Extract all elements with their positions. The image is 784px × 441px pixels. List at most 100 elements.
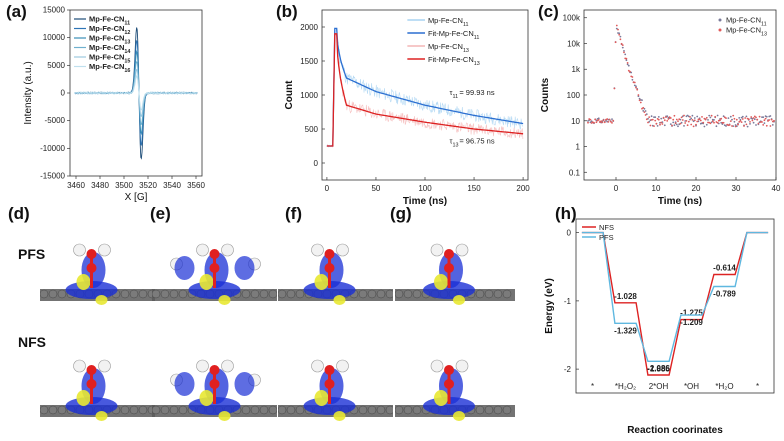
scatter-point xyxy=(734,125,737,128)
y-tick-label: 5000 xyxy=(47,61,65,70)
scatter-point xyxy=(757,122,760,125)
oxygen-atom xyxy=(444,365,454,375)
scatter-point xyxy=(636,88,639,91)
scatter-point xyxy=(707,119,709,121)
structure-d-pfs xyxy=(40,243,155,305)
scatter-point xyxy=(703,125,706,128)
carbon-atom xyxy=(286,289,296,299)
plot-frame-b xyxy=(321,9,529,181)
scatter-point xyxy=(623,51,625,54)
legend-entry: Mp-Fe-CN13 xyxy=(428,42,469,54)
carbon-atom xyxy=(403,289,413,299)
carbon-atom xyxy=(241,289,251,299)
scatter-point xyxy=(654,119,657,122)
scatter-point xyxy=(625,59,628,62)
scatter-point xyxy=(728,124,731,126)
structure-e-pfs xyxy=(152,243,277,305)
chart-h-energy-profile: 0 -1 -2 Energy (eV) Reaction coorinates -1.02… xyxy=(544,218,775,436)
carbon-atom xyxy=(40,289,49,299)
carbon-atom xyxy=(152,289,161,299)
x-category-label: *OH xyxy=(684,382,699,391)
isosurface-yellow xyxy=(453,411,465,421)
structure-f-pfs xyxy=(278,243,393,305)
panel-label-b: (b) xyxy=(276,2,298,21)
structure-g-pfs xyxy=(395,243,515,305)
hydrogen-atom xyxy=(311,359,324,373)
scatter-point xyxy=(589,118,592,121)
scatter-point xyxy=(606,118,609,120)
row-label-nfs: NFS xyxy=(18,334,46,350)
carbon-atom xyxy=(129,405,139,415)
scatter-point xyxy=(732,114,735,117)
scatter-point xyxy=(587,121,589,124)
x-tick-label: 0 xyxy=(614,184,619,193)
x-tick-label: 200 xyxy=(516,184,530,193)
scatter-point xyxy=(716,114,719,117)
y-axis-title: Intensity (a.u.) xyxy=(23,61,34,124)
decay-raw-series xyxy=(326,28,524,148)
panel-label-g: (g) xyxy=(390,204,412,223)
scatter-point xyxy=(675,123,678,126)
hydrogen-atom xyxy=(196,243,209,257)
scatter-point xyxy=(659,123,661,126)
x-tick-label: 100 xyxy=(418,184,432,193)
scatter-point xyxy=(666,120,669,122)
oxygen-atom xyxy=(86,365,97,375)
carbon-atom xyxy=(502,289,512,299)
scatter-point xyxy=(738,121,741,123)
isosurface-yellow xyxy=(95,295,108,305)
x-category-label: *H₂O xyxy=(715,382,733,391)
isosurface-yellow xyxy=(199,274,214,290)
carbon-atom xyxy=(120,405,130,415)
energy-series-pfs xyxy=(581,231,769,362)
carbon-atom xyxy=(286,405,296,415)
isosurface-yellow xyxy=(199,390,214,406)
scatter-point xyxy=(643,111,646,113)
carbon-atom xyxy=(385,405,393,415)
y-tick-label: 1500 xyxy=(300,57,318,66)
scatter-point xyxy=(657,118,660,121)
scatter-point xyxy=(703,117,706,120)
isosurface-yellow xyxy=(333,411,346,421)
scatter-point xyxy=(702,121,705,124)
scatter-point xyxy=(765,115,768,118)
scatter-point xyxy=(680,116,683,119)
scatter-point xyxy=(647,121,649,124)
scatter-point xyxy=(698,118,701,121)
x-tick-label: 3560 xyxy=(187,181,205,190)
y-tick-label: 1 xyxy=(576,143,581,152)
scatter-point xyxy=(654,116,657,119)
scatter-point xyxy=(601,121,604,124)
carbon-atom xyxy=(152,405,161,415)
legend-entry: Mp-Fe-CN13 xyxy=(89,34,130,46)
scatter-point xyxy=(733,117,736,120)
carbon-atom xyxy=(385,289,393,299)
y-axis-title: Count xyxy=(284,80,295,110)
scatter-point xyxy=(689,116,691,118)
scatter-point xyxy=(644,114,647,116)
scatter-point xyxy=(751,119,754,122)
scatter-point xyxy=(733,120,736,123)
isosurface-yellow xyxy=(453,295,465,305)
isosurface-blue xyxy=(174,372,195,396)
hydrogen-atom xyxy=(98,359,111,373)
scatter-point xyxy=(693,119,696,122)
carbon-atom xyxy=(358,405,368,415)
scatter-point xyxy=(768,119,771,121)
scatter-point xyxy=(737,123,739,126)
scatter-point xyxy=(762,124,765,126)
scatter-point xyxy=(722,115,725,118)
scatter-point xyxy=(642,110,645,112)
chart-a-epr: 3460 3480 3500 3520 3540 3560 -15000 -10000 -500… xyxy=(23,6,205,204)
scatter-point xyxy=(650,115,653,118)
scatter-point xyxy=(752,117,755,119)
oxygen-atom xyxy=(324,249,335,259)
scatter-point xyxy=(657,116,660,118)
scatter-point xyxy=(681,119,684,121)
scatter-point xyxy=(669,117,672,119)
y-tick-label: 0 xyxy=(567,229,572,238)
scatter-point xyxy=(705,116,708,119)
data-label-nfs: -1.028 xyxy=(614,292,637,301)
scatter-point xyxy=(725,125,727,127)
panel-label-f: (f) xyxy=(285,204,302,223)
